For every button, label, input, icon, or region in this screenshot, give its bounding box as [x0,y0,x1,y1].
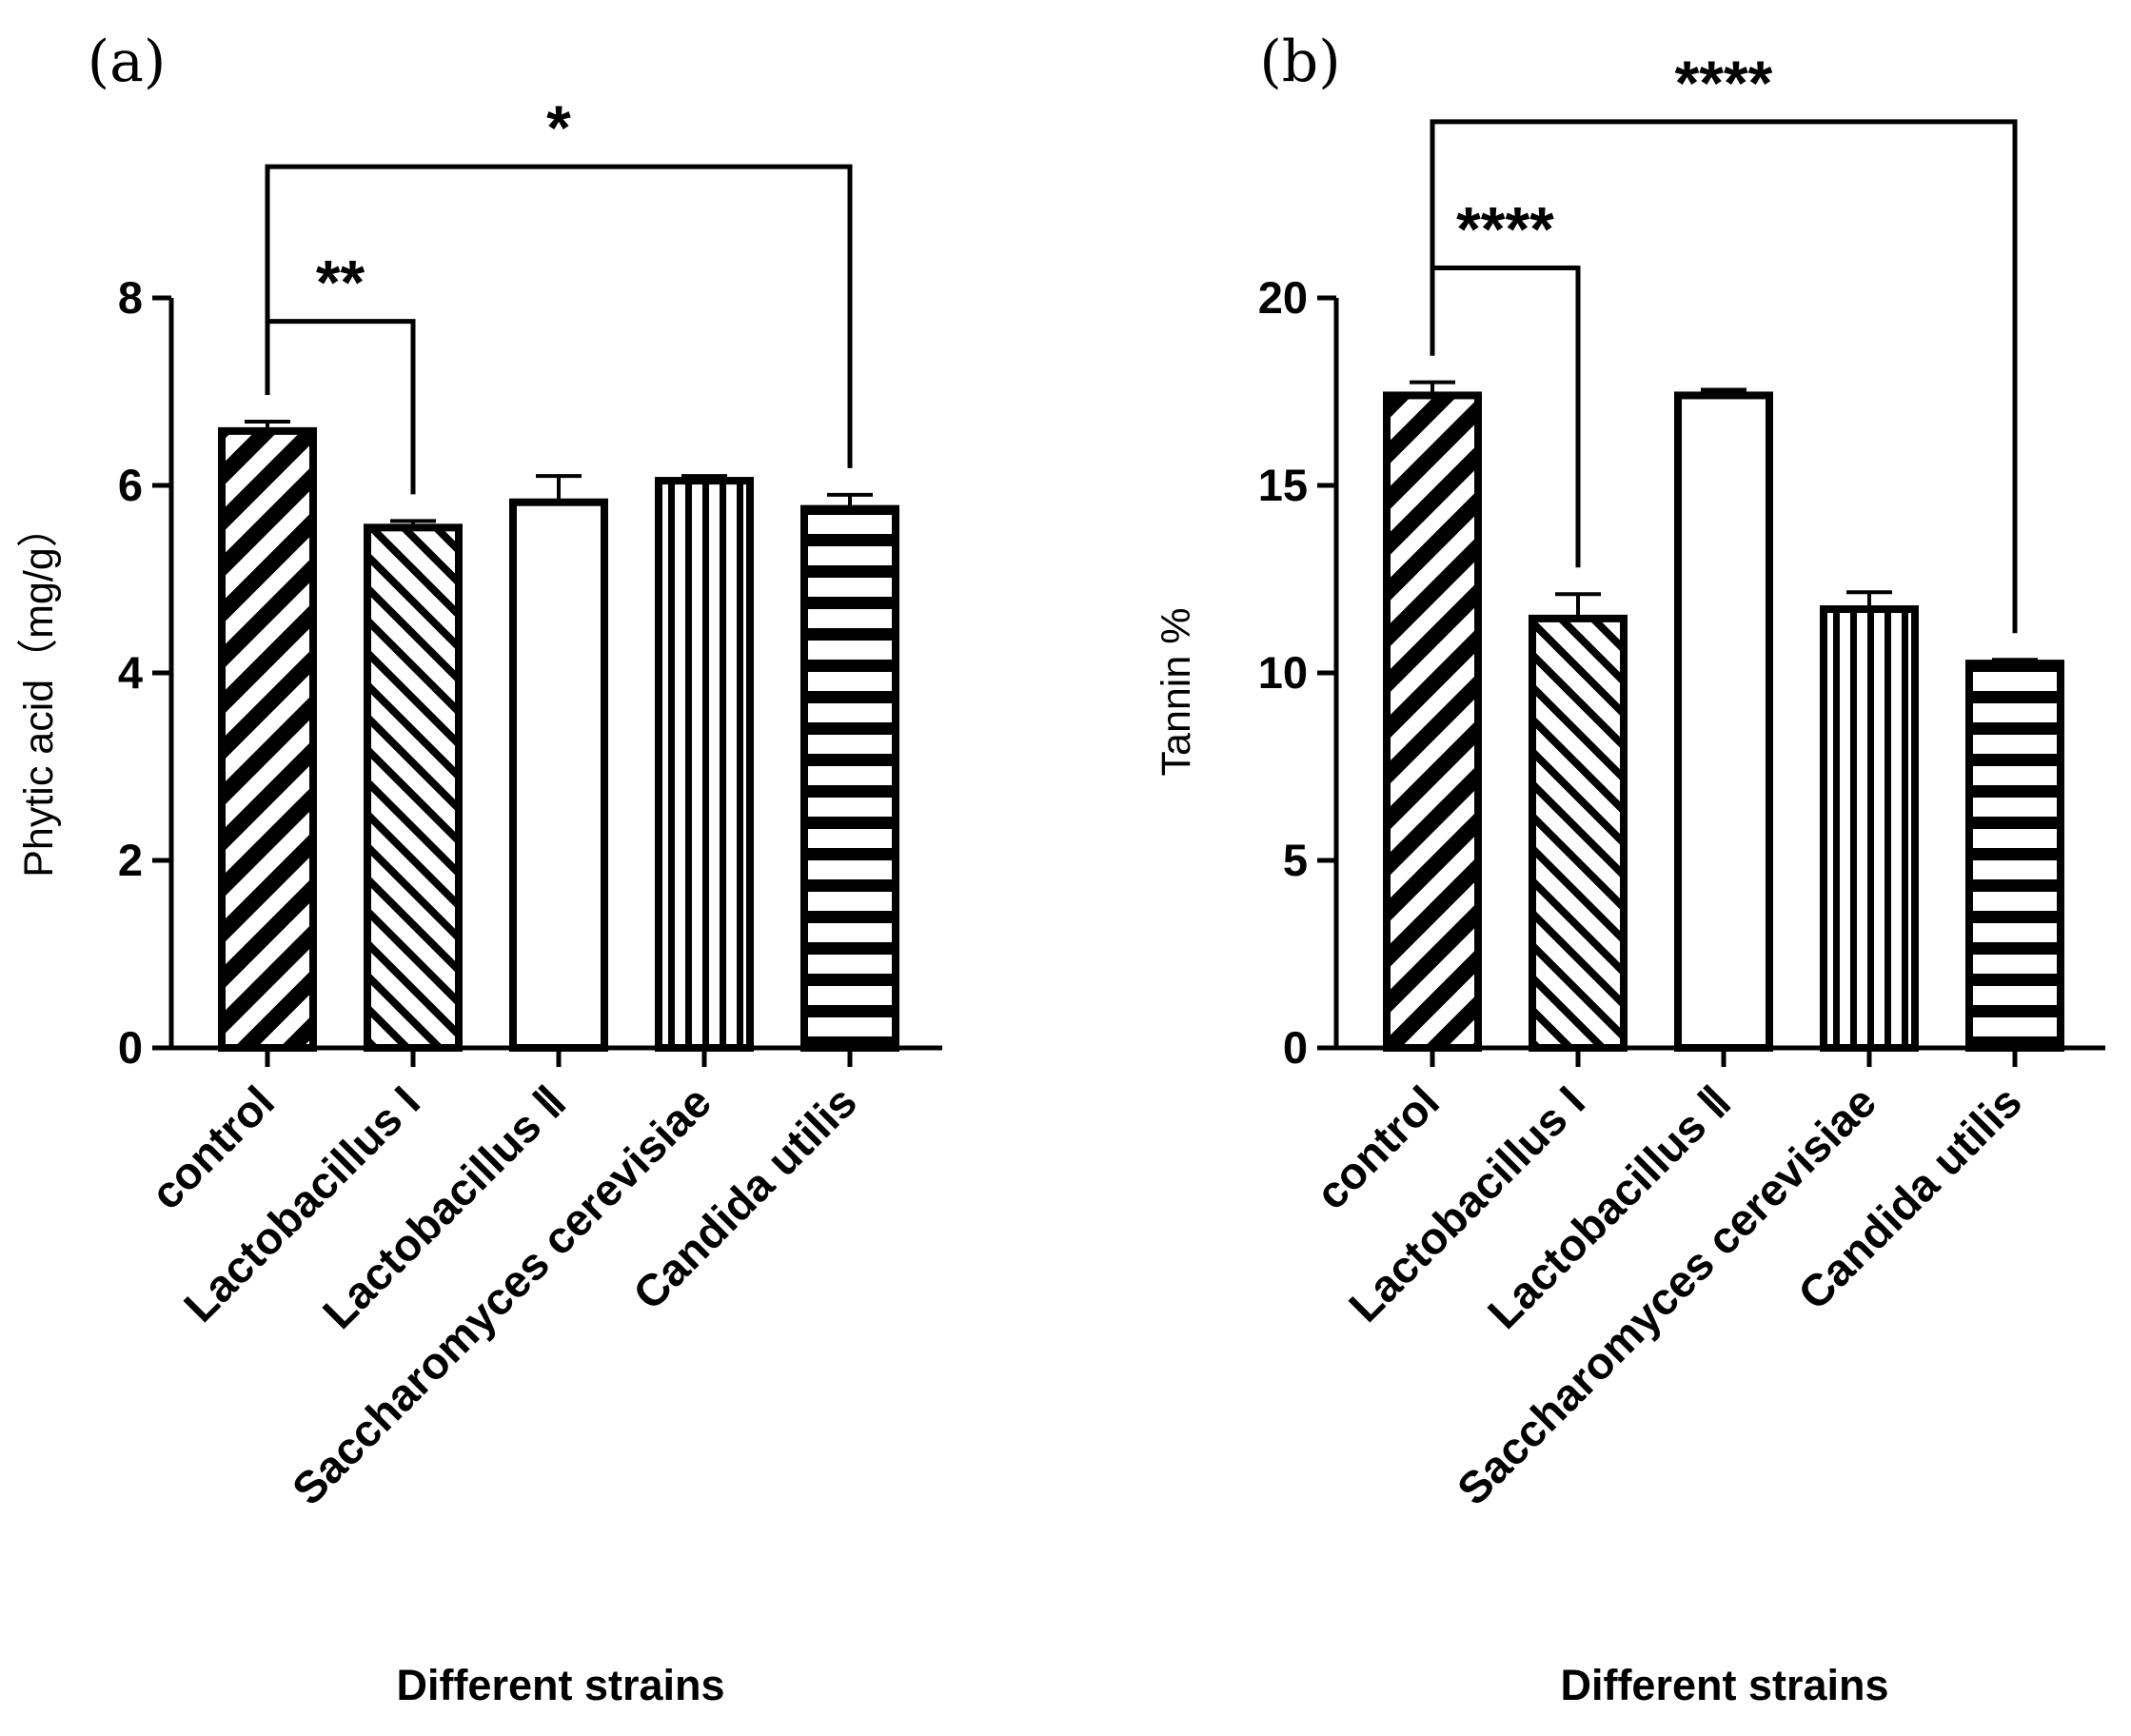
panel-a-y-tick-label: 2 [118,835,143,885]
panel-a-chart: (a) 0 2 4 6 8 Phytic acid（mg/g） controlLactobac… [16,29,942,1709]
panel-b-bar [1383,391,1482,1052]
panel-b-y-axis-title: Tannin % [1154,608,1199,777]
panel-a-x-tick-label: control [141,1076,284,1219]
panel-a-bar [509,498,608,1052]
panel-a-bar [655,477,754,1052]
panel-b-bar [1674,391,1773,1052]
panel-a-bar [218,426,317,1052]
panel-a-bar [800,504,899,1052]
panel-a-significance-label: ** [316,247,365,318]
panel-b-label: (b) [1259,29,1340,95]
panel-b-significance-bracket [1430,119,2018,634]
panel-a-bar [364,523,463,1052]
panel-b-y-tick-label: 5 [1283,835,1308,885]
panel-b-y-tick-label: 0 [1283,1022,1308,1073]
panel-a-y-tick-label: 4 [118,647,143,698]
panel-a-significance-label: * [546,92,571,163]
panel-a-y-axis-title: Phytic acid（mg/g） [16,506,62,878]
panel-b-bar [1820,605,1919,1053]
panel-a-x-tick-label: Lactobacillus Ⅱ [313,1076,575,1338]
panel-a-significance-bracket [265,164,853,468]
panel-b-y-tick-label: 15 [1258,460,1308,510]
panel-a-y-tick-label: 6 [118,460,143,510]
panel-b-chart: (b) 0 5 10 15 20 Tannin % controlLactobacillus … [1154,29,2105,1709]
panel-b-bar [1965,660,2064,1053]
panel-a-x-axis-title: Different strains [396,1661,724,1709]
panel-b-x-tick-label: control [1306,1076,1449,1219]
panel-b-x-axis-title: Different strains [1560,1661,1888,1709]
panel-a-label: (a) [88,29,167,95]
panel-b-bar [1529,614,1628,1052]
panel-a-y-tick-label: 8 [118,272,143,323]
panel-b-x-tick-label: Lactobacillus Ⅱ [1478,1076,1740,1338]
panel-b-significance-label: **** [1456,193,1554,264]
panel-b-y-tick-label: 10 [1258,647,1308,698]
panel-b-y-tick-label: 20 [1258,272,1308,323]
panel-b-significance-label: **** [1675,48,1773,118]
panel-a-y-tick-label: 0 [118,1022,143,1073]
